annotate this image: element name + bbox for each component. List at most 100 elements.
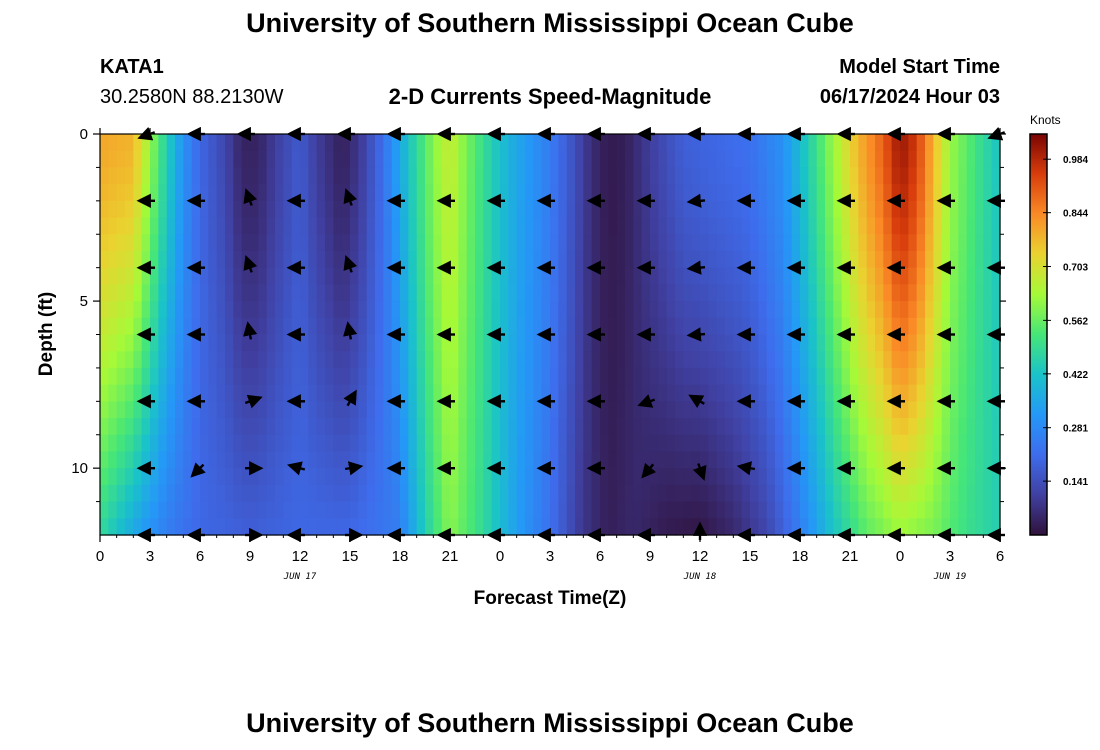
heatmap-cell [950,434,959,453]
heatmap-cell [241,267,251,285]
heatmap-cell [925,150,934,169]
heatmap-cell [700,518,709,536]
heatmap-cell [858,468,868,486]
heatmap-cell [675,401,684,419]
heatmap-cell [191,384,201,402]
heatmap-cell [525,150,534,169]
heatmap-cell [425,284,434,302]
heatmap-cell [966,334,976,352]
heatmap-cell [700,451,709,469]
heatmap-cell [641,484,651,503]
heatmap-cell [266,518,276,536]
heatmap-cell [100,401,109,419]
heatmap-cell [433,334,443,352]
heatmap-cell [775,468,784,486]
heatmap-cell [650,284,659,302]
heatmap-cell [875,184,884,202]
heatmap-cell [675,284,684,302]
heatmap-cell [300,284,309,302]
heatmap-cell [616,250,626,269]
heatmap-cell [558,250,568,269]
heatmap-cell [758,468,768,486]
heatmap-cell [391,284,401,302]
x-tick-label: 18 [792,548,809,565]
heatmap-cell [241,200,251,219]
heatmap-cell [625,250,634,269]
heatmap-cell [716,418,726,436]
heatmap-cell [775,334,784,352]
heatmap-cell [850,401,859,419]
heatmap-cell [200,351,209,369]
heatmap-cell [208,267,218,285]
heatmap-cell [441,334,451,352]
heatmap-cell [908,384,918,402]
heatmap-cell [516,351,526,369]
heatmap-cell [591,284,601,302]
heatmap-cell [441,367,451,386]
heatmap-cell [583,468,593,486]
heatmap-cell [858,518,868,536]
heatmap-cell [691,284,701,302]
heatmap-cell [208,351,218,369]
heatmap-cell [408,317,418,336]
heatmap-cell [825,451,834,469]
heatmap-cell [466,134,476,152]
heatmap-cell [158,234,168,252]
heatmap-cell [600,451,609,469]
heatmap-cell [691,184,701,202]
heatmap-cell [941,501,951,519]
heatmap-cell [816,401,826,419]
heatmap-cell [791,468,801,486]
heatmap-cell [691,418,701,436]
heatmap-cell [233,367,243,386]
heatmap-cell [125,217,134,235]
heatmap-cell [450,451,459,469]
heatmap-cell [991,301,1001,319]
heatmap-cell [641,418,651,436]
heatmap-cell [966,150,976,169]
heatmap-cell [716,401,726,419]
heatmap-cell [550,134,559,152]
heatmap-cell [133,167,143,185]
heatmap-cell [125,167,134,185]
heatmap-cell [208,317,218,336]
heatmap-cell [475,518,484,536]
heatmap-cell [658,150,668,169]
heatmap-cell [616,518,626,536]
heatmap-cell [925,217,934,235]
heatmap-cell [225,184,234,202]
heatmap-cell [433,200,443,219]
heatmap-cell [600,167,609,185]
heatmap-cell [591,150,601,169]
heatmap-cell [958,167,968,185]
current-arrow [244,394,263,409]
heatmap-cell [116,267,126,285]
heatmap-cell [975,267,984,285]
heatmap-cell [725,468,734,486]
heatmap-cell [900,384,909,402]
heatmap-cell [491,367,501,386]
heatmap-cell [433,267,443,285]
heatmap-cell [958,384,968,402]
heatmap-cell [241,134,251,152]
current-arrow [344,461,364,476]
heatmap-cell [958,200,968,219]
heatmap-cell [225,518,234,536]
heatmap-cell [866,401,876,419]
heatmap-cell [691,468,701,486]
heatmap-cell [408,484,418,503]
heatmap-cell [683,351,693,369]
heatmap-cell [641,167,651,185]
heatmap-cell [325,167,334,185]
heatmap-cell [650,217,659,235]
heatmap-cell [483,367,493,386]
heatmap-cell [383,384,393,402]
heatmap-cell [341,134,351,152]
heatmap-cell [916,267,926,285]
heatmap-cell [850,484,859,503]
current-arrow [243,188,258,206]
heatmap-cell [991,468,1001,486]
heatmap-cell [916,384,926,402]
heatmap-cell [800,217,809,235]
heatmap-cell [625,501,634,519]
